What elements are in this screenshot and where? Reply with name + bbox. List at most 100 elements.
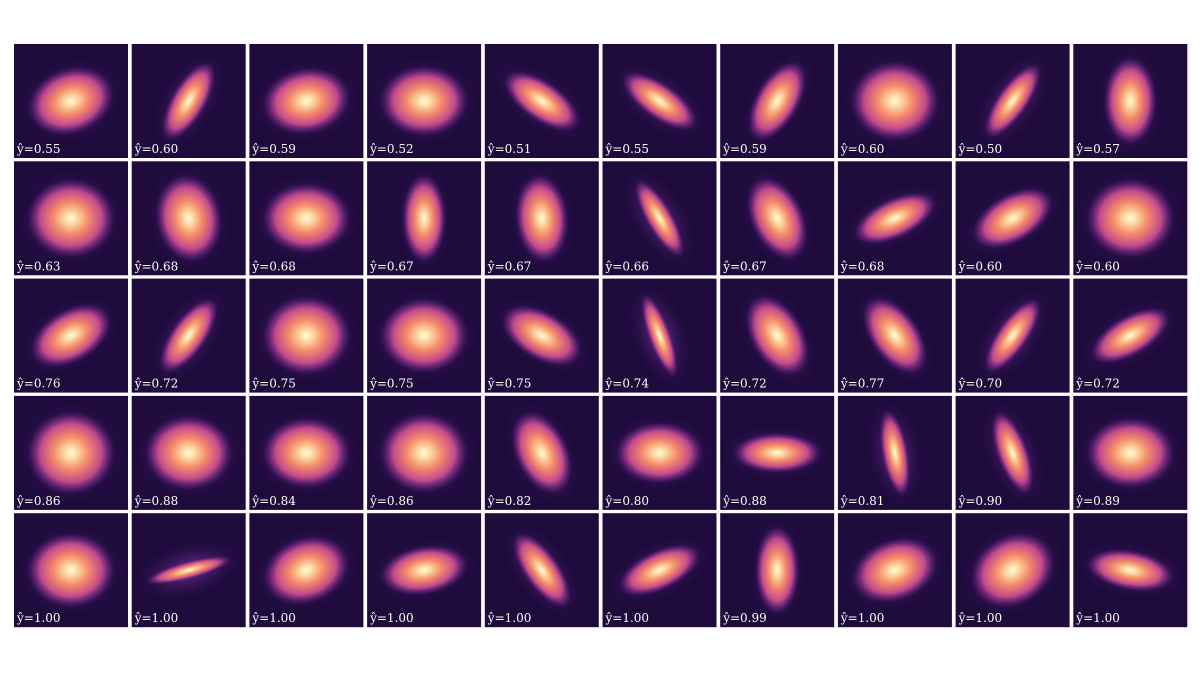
galaxy-body — [634, 179, 685, 257]
prediction-label: ŷ=1.00 — [487, 611, 532, 625]
galaxy-body — [748, 61, 807, 141]
galaxy-body — [262, 296, 351, 376]
galaxy-body — [159, 298, 218, 374]
galaxy-body — [161, 61, 216, 141]
prediction-label: ŷ=0.57 — [1075, 142, 1120, 156]
prediction-label: ŷ=1.00 — [369, 611, 414, 625]
prediction-label: ŷ=0.63 — [16, 259, 61, 273]
galaxy-body — [879, 409, 910, 497]
prediction-label: ŷ=0.81 — [840, 494, 885, 508]
prediction-label: ŷ=1.00 — [251, 611, 296, 625]
prediction-label: ŷ=0.60 — [134, 142, 179, 156]
galaxy-body — [745, 295, 809, 376]
prediction-label: ŷ=0.68 — [134, 259, 179, 273]
galaxy-body — [984, 63, 1041, 139]
galaxy-body — [984, 298, 1041, 373]
galaxy-body — [155, 174, 223, 263]
galaxy-body — [854, 192, 936, 245]
prediction-label: ŷ=0.66 — [605, 259, 650, 273]
prediction-label: ŷ=0.72 — [1075, 377, 1120, 391]
prediction-label: ŷ=0.68 — [251, 259, 296, 273]
galaxy-body — [380, 65, 469, 137]
galaxy-body — [262, 67, 351, 135]
prediction-label: ŷ=0.67 — [369, 259, 414, 273]
prediction-label: ŷ=0.68 — [840, 259, 885, 273]
prediction-label: ŷ=0.52 — [369, 142, 414, 156]
prediction-label: ŷ=0.72 — [722, 377, 767, 391]
prediction-label: ŷ=0.80 — [605, 494, 650, 508]
prediction-label: ŷ=1.00 — [840, 611, 885, 625]
galaxy-body — [970, 532, 1055, 608]
galaxy-body — [27, 532, 115, 608]
galaxy-body — [263, 535, 350, 605]
galaxy-body — [380, 413, 469, 493]
prediction-label: ŷ=0.51 — [487, 142, 532, 156]
prediction-label: ŷ=0.88 — [134, 494, 179, 508]
galaxy-body — [27, 411, 115, 495]
galaxy-body — [1086, 417, 1175, 489]
prediction-label: ŷ=0.59 — [722, 142, 767, 156]
prediction-label: ŷ=0.59 — [251, 142, 296, 156]
galaxy-body — [615, 422, 704, 484]
galaxy-body — [511, 411, 573, 495]
prediction-label: ŷ=0.60 — [958, 259, 1003, 273]
prediction-label: ŷ=1.00 — [16, 611, 61, 625]
prediction-label: ŷ=0.86 — [369, 494, 414, 508]
prediction-label: ŷ=1.00 — [134, 611, 179, 625]
galaxy-body — [850, 61, 939, 141]
galaxy-body — [402, 174, 447, 263]
prediction-label: ŷ=0.77 — [840, 377, 885, 391]
galaxy-body — [755, 526, 800, 615]
prediction-label: ŷ=0.99 — [722, 611, 767, 625]
galaxy-body — [28, 66, 114, 136]
galaxy-body — [262, 183, 351, 254]
prediction-label: ŷ=0.67 — [722, 259, 767, 273]
prediction-label: ŷ=0.74 — [605, 377, 650, 391]
galaxy-body — [1086, 549, 1174, 592]
galaxy-body — [733, 433, 822, 473]
galaxy-body — [862, 296, 927, 375]
prediction-label: ŷ=0.75 — [251, 377, 296, 391]
prediction-label: ŷ=0.84 — [251, 494, 296, 508]
prediction-label: ŷ=0.50 — [958, 142, 1003, 156]
prediction-label: ŷ=0.82 — [487, 494, 532, 508]
galaxy-body — [622, 71, 697, 131]
prediction-label: ŷ=0.76 — [16, 377, 61, 391]
galaxy-body — [1103, 57, 1157, 145]
galaxy-body — [512, 532, 571, 608]
prediction-label: ŷ=0.75 — [369, 377, 414, 391]
prediction-label: ŷ=0.88 — [722, 494, 767, 508]
galaxy-body — [501, 305, 582, 366]
prediction-label: ŷ=0.67 — [487, 259, 532, 273]
galaxy-body — [146, 555, 232, 585]
galaxy-body — [852, 537, 938, 603]
prediction-label: ŷ=0.75 — [487, 377, 532, 391]
galaxy-body — [641, 294, 678, 378]
galaxy-body — [618, 544, 701, 597]
galaxy-body — [27, 178, 115, 258]
prediction-label: ŷ=1.00 — [1075, 611, 1120, 625]
prediction-label: ŷ=0.60 — [1075, 259, 1120, 273]
galaxy-body — [380, 545, 468, 596]
galaxy-body — [1090, 307, 1170, 364]
galaxy-body — [515, 174, 569, 263]
prediction-label: ŷ=0.90 — [958, 494, 1003, 508]
prediction-label: ŷ=0.55 — [16, 142, 61, 156]
galaxy-body — [144, 415, 233, 491]
prediction-label: ŷ=0.70 — [958, 377, 1003, 391]
galaxy-body — [380, 298, 469, 373]
galaxy-body — [972, 187, 1053, 249]
prediction-label: ŷ=1.00 — [605, 611, 650, 625]
prediction-label: ŷ=1.00 — [958, 611, 1003, 625]
prediction-label: ŷ=0.89 — [1075, 494, 1120, 508]
prediction-label: ŷ=0.55 — [605, 142, 650, 156]
galaxy-body — [504, 71, 580, 131]
prediction-label: ŷ=0.86 — [16, 494, 61, 508]
prediction-label: ŷ=0.60 — [840, 142, 885, 156]
galaxy-body — [30, 303, 112, 368]
prediction-label: ŷ=0.72 — [134, 377, 179, 391]
galaxy-body — [991, 411, 1034, 495]
galaxy-body — [746, 176, 808, 260]
galaxy-body — [1086, 178, 1175, 258]
